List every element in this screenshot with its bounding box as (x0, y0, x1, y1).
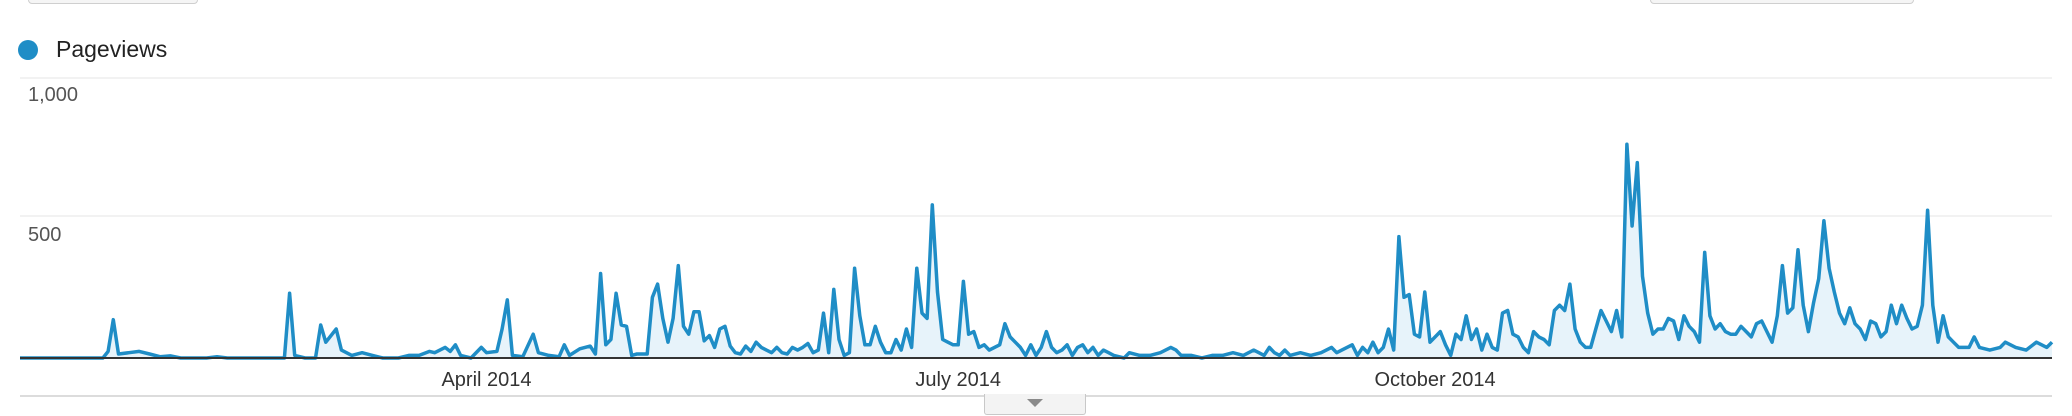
expand-chart-button[interactable] (984, 394, 1086, 415)
x-tick-label: October 2014 (1374, 369, 1495, 391)
legend-label-pageviews: Pageviews (56, 36, 168, 62)
chevron-down-icon (1027, 399, 1043, 407)
pageviews-area (20, 144, 2052, 358)
legend: Pageviews (18, 36, 167, 63)
pageviews-line (20, 142, 2054, 360)
y-tick-label: 1,000 (28, 84, 78, 106)
x-tick-label: April 2014 (441, 369, 531, 391)
x-tick-label: July 2014 (915, 369, 1001, 391)
y-tick-label: 500 (28, 224, 61, 246)
legend-marker (18, 39, 38, 60)
